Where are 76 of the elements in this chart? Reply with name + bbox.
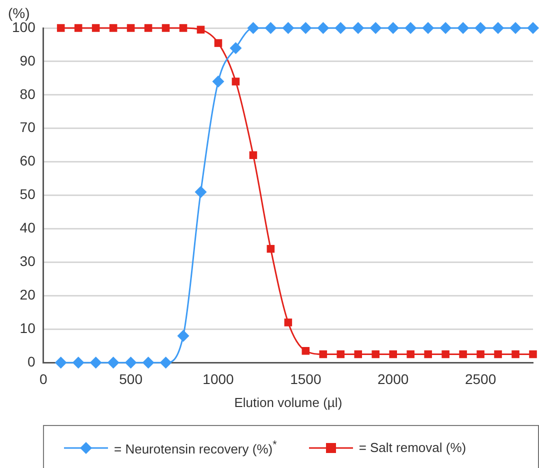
point: [266, 244, 275, 253]
x-tick-label: 0: [39, 370, 48, 387]
y-axis-title: (%): [8, 4, 30, 21]
x-tick-label: 500: [119, 370, 143, 387]
point: [459, 350, 467, 358]
point: [177, 330, 190, 342]
y-tick-label: 40: [20, 220, 36, 236]
point: [212, 76, 224, 88]
point: [72, 356, 84, 369]
point: [319, 350, 328, 358]
point: [334, 22, 347, 34]
point: [457, 22, 470, 34]
point: [440, 22, 452, 34]
y-tick-label: 20: [20, 286, 36, 303]
point: [90, 356, 102, 369]
y-tick-label: 60: [20, 152, 36, 169]
point: [372, 350, 380, 358]
point: [510, 22, 522, 34]
point: [422, 22, 434, 34]
point: [282, 22, 294, 34]
y-tick-label: 10: [20, 320, 36, 336]
y-tick-label: 70: [20, 119, 36, 136]
point: [142, 356, 154, 369]
point: [160, 356, 172, 369]
point: [162, 24, 170, 32]
point: [527, 22, 539, 34]
point: [92, 24, 100, 32]
point: [317, 22, 330, 34]
point: [442, 350, 450, 358]
point: [387, 22, 400, 34]
point: [494, 350, 502, 358]
point: [529, 350, 537, 358]
legend-label: = Salt removal (%): [358, 440, 466, 455]
x-tick-label: 2500: [464, 370, 496, 387]
point: [352, 22, 364, 34]
y-tick-label: 30: [20, 253, 36, 270]
point: [126, 24, 135, 32]
point: [74, 24, 82, 32]
point: [264, 22, 277, 34]
point: [336, 350, 345, 358]
point: [230, 42, 242, 54]
point: [109, 24, 118, 32]
point: [247, 22, 260, 34]
point: [300, 22, 312, 34]
point: [370, 22, 382, 34]
y-tick-label: 50: [20, 186, 36, 202]
point: [194, 186, 207, 198]
point: [406, 350, 414, 358]
y-tick-label: 90: [20, 52, 36, 68]
y-tick-label: 80: [20, 86, 36, 102]
point: [144, 24, 152, 32]
point: [492, 22, 504, 34]
legend-label: = Neurotensin recovery (%)$^{*}$: [114, 438, 277, 456]
point: [56, 24, 65, 32]
point: [404, 22, 417, 34]
point: [302, 347, 310, 355]
point: [124, 356, 137, 369]
y-tick-label: 0: [28, 353, 36, 370]
point: [214, 39, 222, 47]
point: [196, 26, 205, 34]
point: [179, 24, 188, 32]
point: [424, 350, 432, 358]
point: [354, 350, 362, 358]
x-axis-title: Elution volume (µl): [234, 394, 342, 410]
point: [284, 318, 292, 326]
x-tick-label: 2000: [378, 370, 409, 387]
point: [249, 151, 258, 160]
point: [512, 350, 520, 358]
point: [474, 22, 487, 34]
point: [54, 356, 67, 369]
x-tick-label: 1000: [202, 370, 234, 387]
point: [389, 350, 397, 358]
point: [476, 350, 484, 358]
point: [107, 356, 120, 369]
point: [232, 78, 240, 86]
x-tick-label: 1500: [290, 370, 322, 387]
